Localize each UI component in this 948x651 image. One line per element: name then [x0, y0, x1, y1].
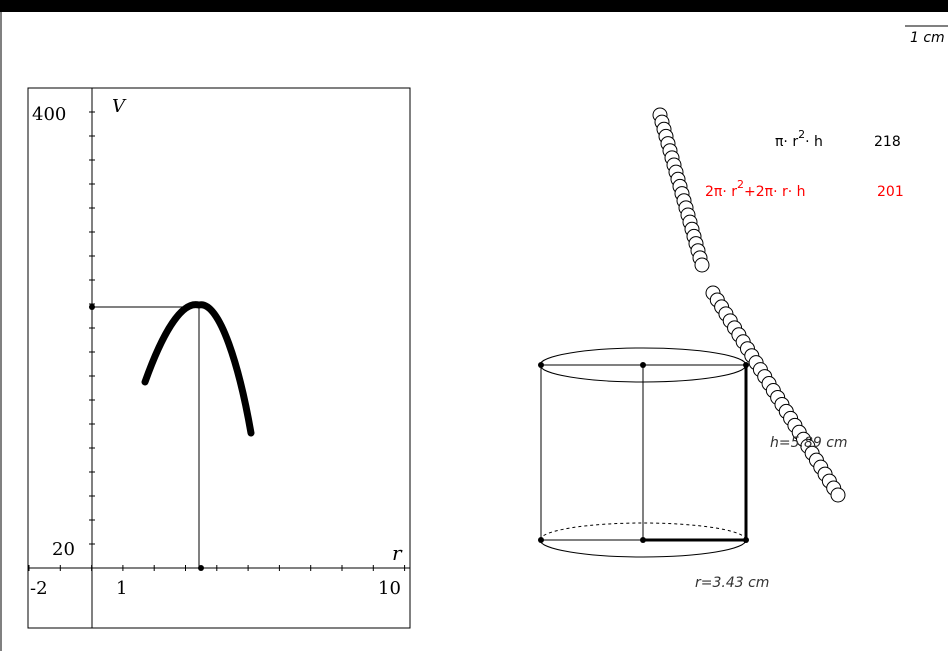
formula-exponent: 2: [798, 128, 805, 141]
axis-ticks: [28, 111, 406, 571]
radius-label: r=3.43 cm: [695, 575, 769, 591]
formula-part: 2π· r: [705, 184, 737, 200]
point: [743, 537, 749, 543]
graph-frame: [27, 87, 411, 629]
graph: 400 V 20 r -2 1 10: [27, 87, 411, 629]
trace-curve: [141, 301, 255, 437]
x-tick-label: 1: [116, 578, 127, 599]
point: [538, 537, 544, 543]
height-label: h=5.89 cm: [770, 435, 848, 451]
trace-lines: [92, 306, 200, 568]
trace-circles: [652, 107, 846, 503]
surface-formula: 2π· r2+2π· r· h: [705, 178, 806, 200]
trace-circle: [830, 487, 846, 503]
cylinder-bottom-back: [539, 522, 747, 541]
y-min-label: 20: [52, 539, 75, 560]
cylinder-bottom-front: [539, 539, 747, 558]
scale-label: 1 cm: [910, 30, 945, 46]
x-axis-label: r: [392, 541, 403, 565]
point: [538, 362, 544, 368]
x-min-label: -2: [30, 578, 48, 599]
surface-value: 201: [877, 184, 904, 200]
point: [640, 537, 646, 543]
formula-exponent: 2: [737, 178, 744, 191]
formula-part: π· r: [775, 134, 798, 150]
volume-formula: π· r2· h: [775, 128, 823, 150]
formula-part: +2π· r· h: [744, 184, 806, 200]
top-bar: [0, 0, 948, 12]
x-max-label: 10: [378, 578, 401, 599]
cylinder: [538, 347, 749, 558]
volume-value: 218: [874, 134, 901, 150]
y-axis-label: V: [112, 96, 127, 117]
point: [640, 362, 646, 368]
trace-circle: [694, 257, 710, 273]
y-max-label: 400: [32, 104, 66, 125]
point: [198, 565, 204, 571]
formula-part: · h: [805, 134, 823, 150]
point: [743, 362, 749, 368]
point: [89, 304, 95, 310]
